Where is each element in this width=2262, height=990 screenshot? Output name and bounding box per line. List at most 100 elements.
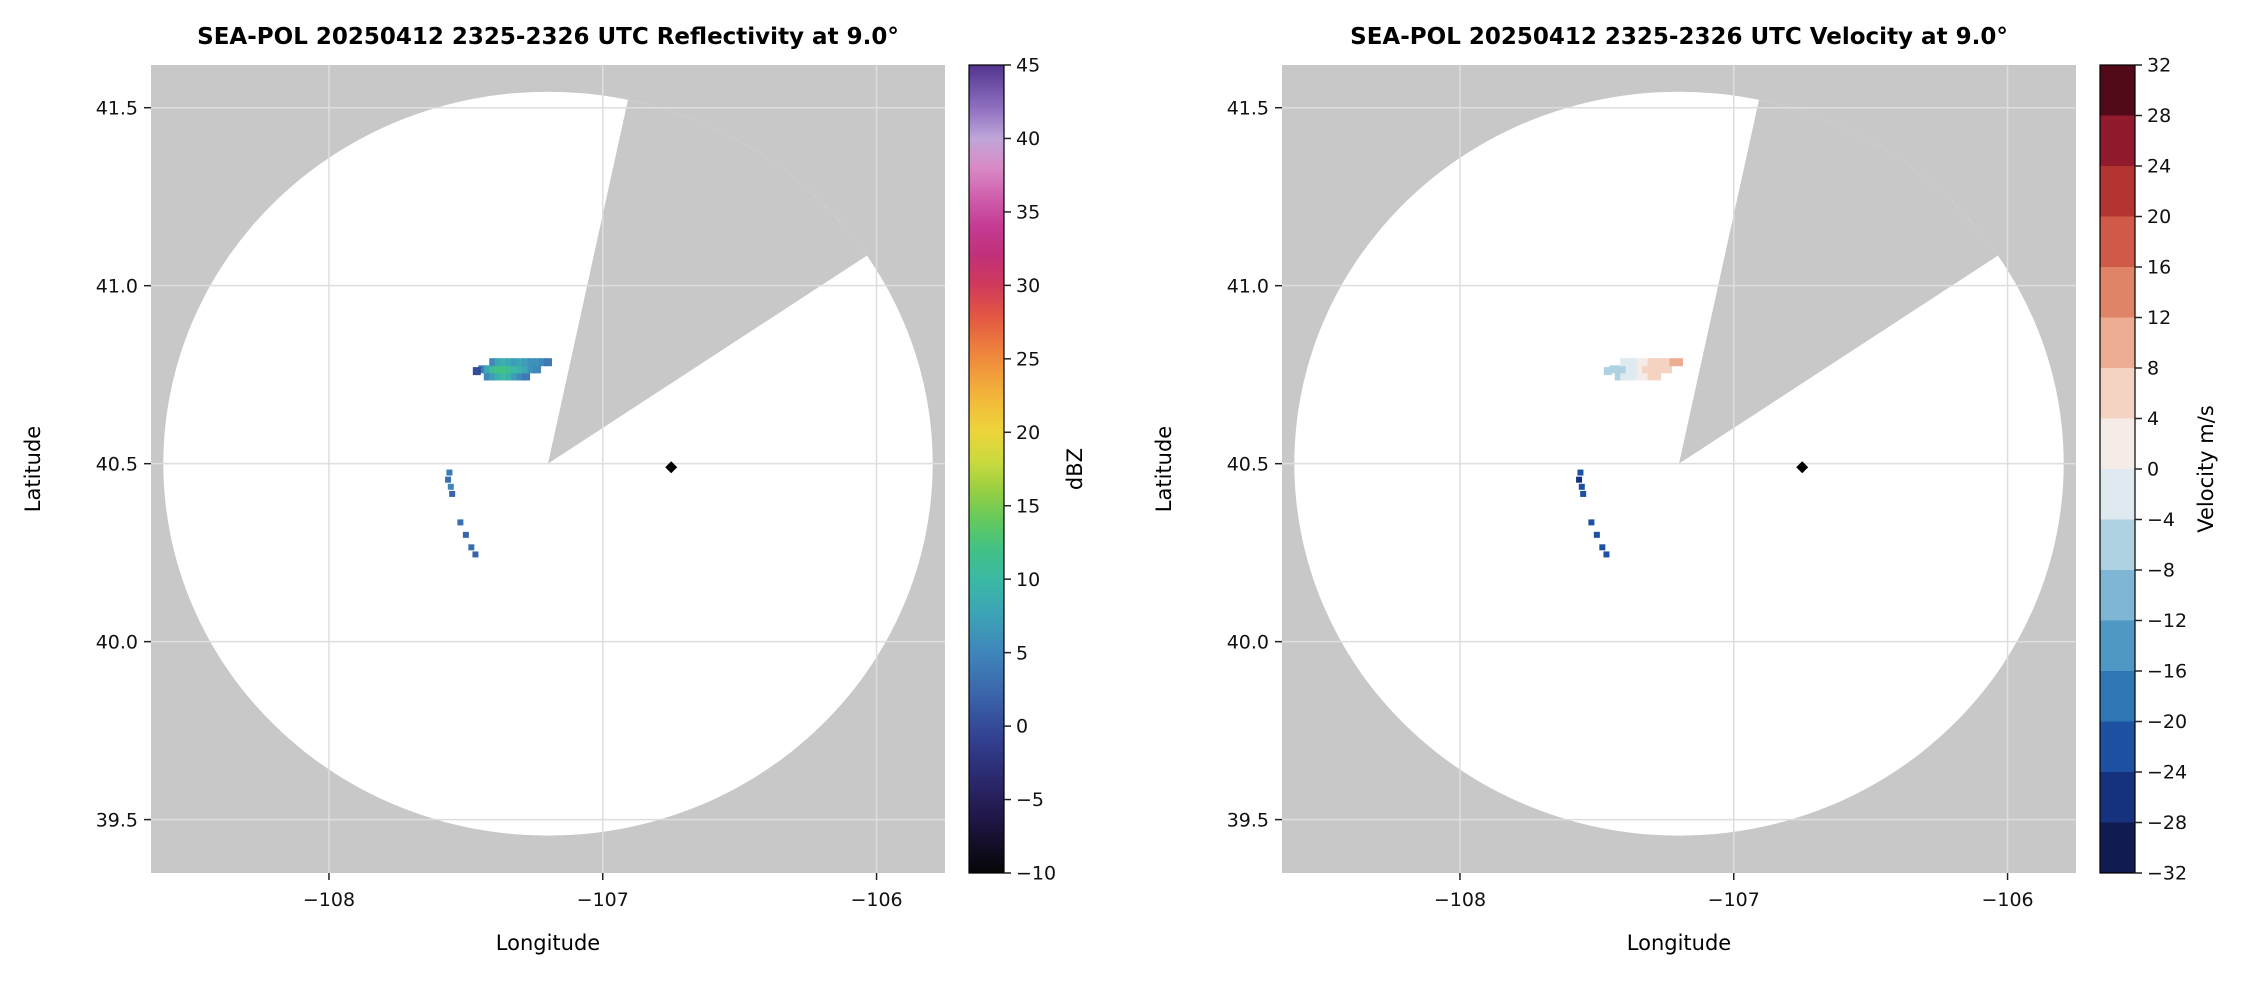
colorbar-tick-label: 25	[1016, 348, 1040, 370]
echo-point	[516, 365, 525, 374]
colorbar-bins	[2100, 65, 2135, 873]
echo-point	[1631, 365, 1640, 374]
echo-point	[1599, 544, 1606, 551]
y-axis: 39.5 40.0 40.5 41.0 41.5	[1227, 97, 1282, 831]
x-tick-label: −106	[850, 889, 902, 911]
colorbar-bin	[2100, 721, 2135, 772]
echo-point	[1625, 358, 1634, 367]
colorbar-tick-label: −16	[2147, 661, 2187, 683]
site-marker-diamond	[665, 461, 678, 474]
colorbar-bin	[2100, 368, 2135, 419]
echo-point	[500, 358, 509, 367]
y-tick-label: 40.5	[96, 453, 138, 475]
echo-point	[511, 372, 520, 381]
echo-point	[1631, 358, 1640, 367]
echo-point	[468, 544, 475, 551]
echo-point	[516, 358, 525, 367]
x-axis: −108 −107 −106	[1434, 873, 2034, 911]
x-tick-label: −108	[303, 889, 355, 911]
echo-point	[462, 531, 469, 538]
echo-point	[483, 365, 492, 374]
gridlines	[151, 65, 945, 873]
x-axis-label: Longitude	[1627, 931, 1731, 955]
echo-point	[1620, 365, 1629, 374]
colorbar-tick-label: −32	[2147, 863, 2187, 885]
echo-point	[1642, 365, 1651, 374]
echo-point	[1620, 358, 1629, 367]
colorbar-label: Velocity m/s	[2194, 405, 2218, 533]
reflectivity-plot-layer: −108 −107 −106 39.5 40.0 40.5 41.0 41.5 −10 −5 0 5 1…	[96, 55, 1056, 911]
colorbar-bin	[2100, 65, 2135, 116]
colorbar-tick-label: 0	[1016, 716, 1028, 738]
echo-point	[533, 365, 542, 374]
colorbar-ticks: −32 −28 −24 −20 −16 −12 −8 −4 0 4 8 12 16 20 24 28 32	[2135, 55, 2187, 885]
x-axis-label: Longitude	[496, 931, 600, 955]
echo-point	[1609, 365, 1618, 374]
missing-sector-wedge	[1679, 99, 1998, 464]
reflectivity-panel: −108 −107 −106 39.5 40.0 40.5 41.0 41.5 −10 −5 0 5 1…	[21, 24, 1087, 955]
colorbar-bin	[2100, 822, 2135, 873]
y-tick-label: 41.0	[1227, 275, 1269, 297]
y-axis: 39.5 40.0 40.5 41.0 41.5	[96, 97, 151, 831]
y-tick-label: 40.0	[1227, 631, 1269, 653]
echo-point	[1580, 490, 1587, 497]
colorbar-bin	[2100, 519, 2135, 570]
echo-point	[527, 358, 536, 367]
echo-point	[489, 372, 498, 381]
colorbar-bin	[2100, 317, 2135, 368]
echo-point	[1664, 365, 1673, 374]
colorbar-tick-label: 4	[2147, 408, 2159, 430]
echo-point	[1576, 476, 1583, 483]
y-axis-label: Latitude	[1152, 426, 1176, 512]
colorbar-tick-label: 45	[1016, 55, 1040, 77]
echo-point	[1647, 372, 1656, 381]
velocity-title: SEA-POL 20250412 2325-2326 UTC Velocity …	[1350, 24, 2008, 50]
colorbar-bin	[2100, 418, 2135, 469]
echo-point	[1653, 358, 1662, 367]
echo-point	[522, 358, 531, 367]
gridlines	[1282, 65, 2076, 873]
echo-point	[1653, 372, 1662, 381]
echo-point	[1636, 358, 1645, 367]
echo-points	[1576, 358, 1683, 558]
echo-point	[1614, 365, 1623, 374]
echo-point	[1658, 365, 1667, 374]
y-tick-label: 41.5	[96, 97, 138, 119]
echo-point	[1647, 358, 1656, 367]
echo-point	[489, 358, 498, 367]
velocity-plot-layer: −108 −107 −106 39.5 40.0 40.5 41.0 41.5 −32 −28 −2…	[1227, 55, 2187, 911]
colorbar-tick-label: 12	[2147, 307, 2171, 329]
y-tick-label: 40.0	[96, 631, 138, 653]
echo-point	[500, 365, 509, 374]
echo-point	[527, 365, 536, 374]
colorbar-tick-label: 16	[2147, 257, 2171, 279]
x-axis: −108 −107 −106	[303, 873, 903, 911]
echo-point	[449, 490, 456, 497]
colorbar-tick-label: 5	[1016, 642, 1028, 664]
velocity-panel: −108 −107 −106 39.5 40.0 40.5 41.0 41.5 −32 −28 −2…	[1152, 24, 2218, 955]
echo-point	[1603, 367, 1612, 376]
y-tick-label: 40.5	[1227, 453, 1269, 475]
echo-point	[1675, 358, 1683, 367]
colorbar-tick-label: −4	[2147, 509, 2175, 531]
colorbar-tick-label: 28	[2147, 105, 2171, 127]
colorbar-ticks: −10 −5 0 5 10 15 20 25 30 35 40 45	[1004, 55, 1056, 885]
colorbar-tick-label: 20	[2147, 206, 2171, 228]
echo-point	[1625, 372, 1634, 381]
echo-point	[511, 365, 520, 374]
y-tick-label: 39.5	[96, 809, 138, 831]
reflectivity-title: SEA-POL 20250412 2325-2326 UTC Reflectiv…	[197, 24, 899, 50]
echo-point	[1631, 372, 1640, 381]
echo-point	[489, 365, 498, 374]
colorbar-bin	[2100, 216, 2135, 267]
echo-point	[1658, 358, 1667, 367]
echo-point	[1625, 365, 1634, 374]
echo-point	[1593, 531, 1600, 538]
colorbar-bin	[2100, 772, 2135, 823]
colorbar-tick-label: −5	[1016, 789, 1044, 811]
colorbar-tick-label: −20	[2147, 711, 2187, 733]
echo-point	[522, 372, 531, 381]
echo-point	[533, 358, 542, 367]
echo-point	[494, 358, 503, 367]
